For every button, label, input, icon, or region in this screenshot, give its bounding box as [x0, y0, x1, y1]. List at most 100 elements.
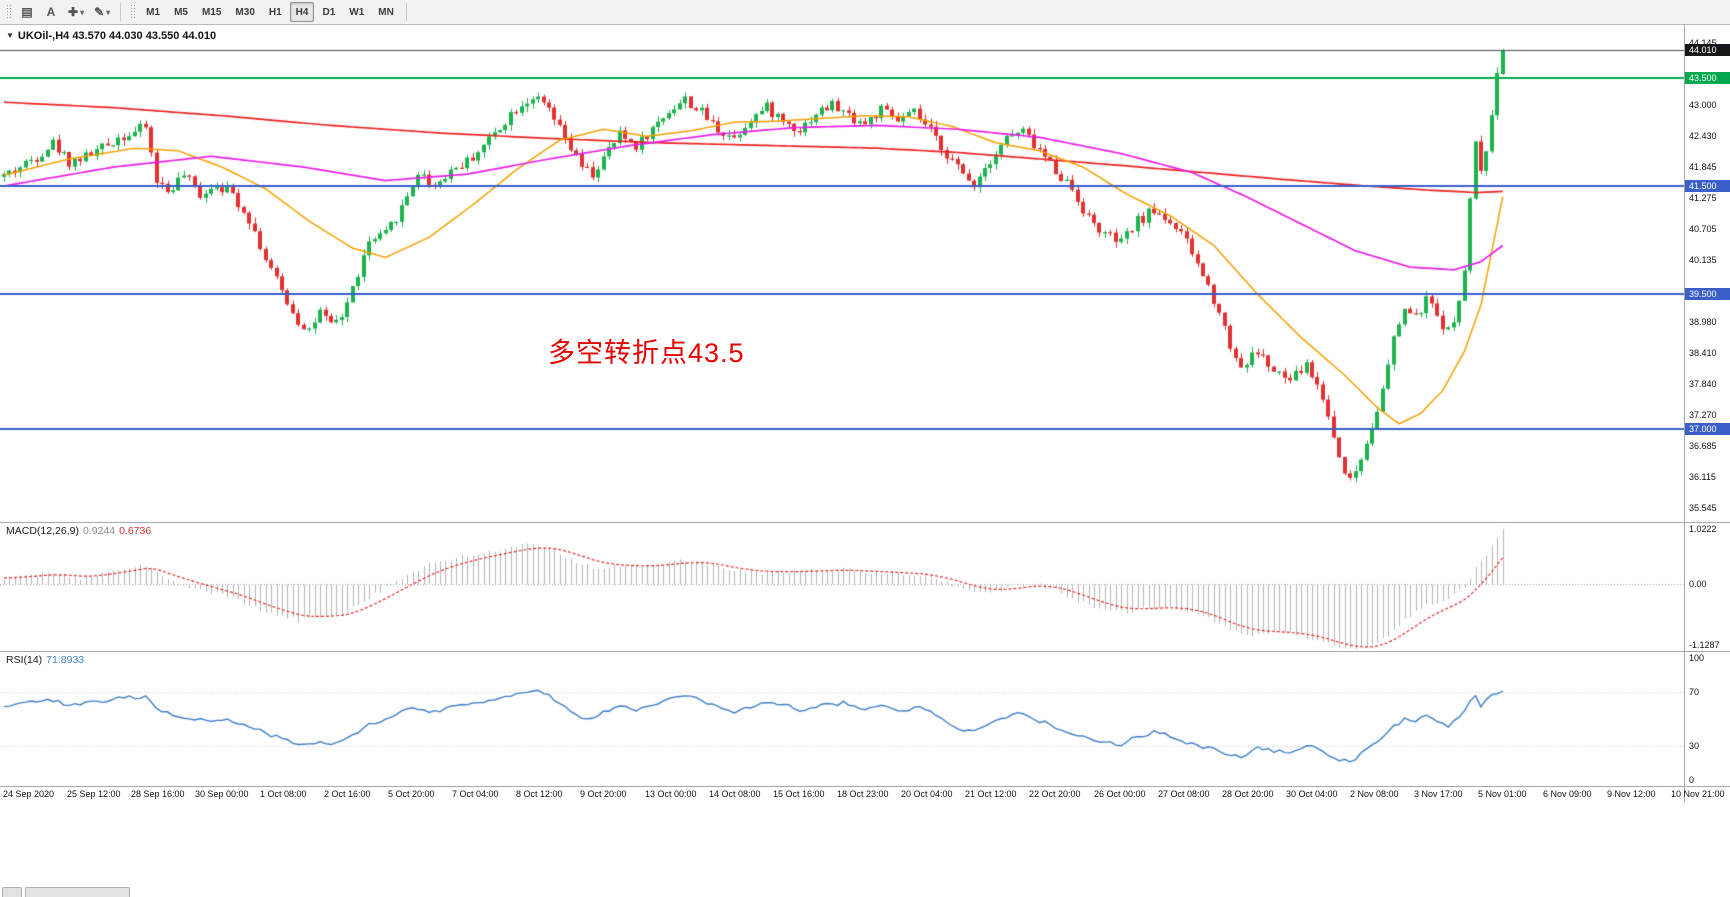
time-axis-label: 8 Oct 12:00 [516, 789, 563, 799]
price-axis-tick: 35.545 [1689, 503, 1717, 513]
toolbar-grip[interactable] [130, 4, 136, 20]
draw-tools-icon-button[interactable]: ✎ ▾ [90, 2, 114, 22]
time-axis-label: 13 Oct 00:00 [645, 789, 697, 799]
price-axis-tick: 40.705 [1689, 224, 1717, 234]
time-axis-label: 1 Oct 08:00 [260, 789, 307, 799]
rsi-name: RSI(14) [6, 654, 43, 666]
time-axis-label: 30 Oct 04:00 [1286, 789, 1338, 799]
time-axis-label: 20 Oct 04:00 [901, 789, 953, 799]
rsi-axis-tick: 30 [1689, 741, 1700, 751]
time-axis-label: 2 Nov 08:00 [1350, 789, 1399, 799]
symbol-ohlc-text: UKOil-,H4 43.570 44.030 43.550 44.010 [17, 30, 217, 42]
rsi-axis-tick: 70 [1689, 687, 1700, 697]
timeframe-button-m15[interactable]: M15 [201, 6, 222, 18]
time-axis-label: 5 Oct 20:00 [388, 789, 435, 799]
macd-indicator-label: MACD(12,26,9) 0.9244 0.6736 [6, 525, 155, 537]
time-axis-label: 21 Oct 12:00 [965, 789, 1017, 799]
panel-separator[interactable] [0, 522, 1730, 523]
price-axis-tick: 36.115 [1689, 472, 1716, 482]
time-axis-label: 28 Oct 20:00 [1222, 789, 1274, 799]
time-axis-label: 18 Oct 23:00 [837, 789, 889, 799]
status-fragment-box [2, 887, 22, 897]
time-axis-label: 2 Oct 16:00 [324, 789, 371, 799]
rsi-axis-tick: 0 [1689, 775, 1695, 785]
timeframe-button-h4[interactable]: H4 [289, 2, 315, 22]
time-axis-label: 10 Nov 21:00 [1671, 789, 1725, 799]
toolbar-separator [120, 3, 122, 21]
price-axis-tick: 37.270 [1689, 410, 1717, 420]
time-axis-label: 3 Nov 17:00 [1414, 789, 1463, 799]
timeframe-button-d1[interactable]: D1 [322, 6, 336, 18]
chart-window-icon-button[interactable]: ▤ [16, 2, 38, 22]
time-axis-label: 9 Oct 20:00 [580, 789, 627, 799]
macd-name: MACD(12,26,9) [6, 525, 79, 537]
macd-axis-tick: 0.00 [1689, 579, 1707, 589]
timeframe-button-h1[interactable]: H1 [268, 6, 282, 18]
crosshair-icon: ✚ [68, 5, 79, 19]
price-axis-tick: 43.000 [1689, 100, 1717, 110]
one-click-trading-icon[interactable]: ▼ [6, 31, 14, 40]
macd-axis-tick: -1.1287 [1689, 640, 1720, 650]
time-axis-label: 15 Oct 16:00 [773, 789, 825, 799]
price-axis-tick: 37.840 [1689, 379, 1717, 389]
price-axis-tick: 41.275 [1689, 193, 1717, 203]
price-tag-39.500: 39.500 [1685, 288, 1730, 300]
tools-button-group: ▤ A ✚ ▾ ✎ ▾ [15, 2, 115, 22]
timeframe-button-w1[interactable]: W1 [349, 6, 365, 18]
price-axis-tick: 41.845 [1689, 162, 1717, 172]
price-axis-border [1684, 25, 1685, 802]
time-axis-label: 9 Nov 12:00 [1607, 789, 1656, 799]
dropdown-arrow-icon: ▾ [80, 7, 85, 17]
price-axis-tick: 44.145 [1689, 38, 1717, 48]
timeframe-button-mn[interactable]: MN [378, 6, 394, 18]
price-axis-tick: 38.410 [1689, 348, 1717, 358]
price-axis-tick: 40.135 [1689, 255, 1717, 265]
macd-panel-canvas[interactable] [0, 523, 1684, 651]
time-axis-label: 7 Oct 04:00 [452, 789, 499, 799]
macd-axis-tick: 1.0222 [1689, 524, 1717, 534]
price-chart-canvas[interactable] [0, 25, 1684, 522]
rsi-axis-tick: 100 [1689, 653, 1705, 663]
timeframe-button-m5[interactable]: M5 [174, 6, 188, 18]
price-tag-44.010: 44.010 [1685, 44, 1730, 56]
text-label-icon: A [46, 5, 56, 19]
rsi-panel-canvas[interactable] [0, 652, 1684, 786]
dropdown-arrow-icon: ▾ [106, 7, 111, 17]
price-tag-41.500: 41.500 [1685, 180, 1730, 192]
price-axis-tick: 36.685 [1689, 441, 1717, 451]
time-axis-label: 28 Sep 16:00 [131, 789, 185, 799]
chart-ohlc-header: ▼ UKOil-,H4 43.570 44.030 43.550 44.010 [6, 30, 216, 42]
rsi-indicator-label: RSI(14) 71.8933 [6, 654, 88, 666]
time-axis-label: 27 Oct 08:00 [1158, 789, 1210, 799]
timeframe-button-m1[interactable]: M1 [146, 6, 161, 18]
time-axis-label: 6 Nov 09:00 [1543, 789, 1592, 799]
time-axis-label: 30 Sep 00:00 [195, 789, 249, 799]
top-toolbar: ▤ A ✚ ▾ ✎ ▾ M1 M5 M15 M30 H1 H4 D1 W1 MN [0, 0, 1730, 25]
time-axis-label: 25 Sep 12:00 [67, 789, 121, 799]
toolbar-grip[interactable] [6, 4, 11, 20]
price-axis-tick: 38.980 [1689, 317, 1717, 327]
rsi-value: 71.8933 [46, 654, 85, 666]
time-axis-label: 14 Oct 08:00 [709, 789, 761, 799]
chart-text-annotation[interactable]: 多空转折点43.5 [548, 338, 745, 368]
toolbar-separator [405, 3, 407, 21]
draw-tools-icon: ✎ [94, 5, 105, 19]
time-axis-label: 5 Nov 01:00 [1478, 789, 1527, 799]
timeframe-button-group: M1 M5 M15 M30 H1 H4 D1 W1 MN [139, 2, 401, 22]
price-tag-37.000: 37.000 [1685, 423, 1730, 435]
crosshair-icon-button[interactable]: ✚ ▾ [64, 2, 88, 22]
timeframe-button-m30[interactable]: M30 [235, 6, 255, 18]
panel-separator[interactable] [0, 786, 1730, 787]
chart-window-icon: ▤ [21, 5, 33, 19]
status-fragment-box [25, 887, 130, 897]
status-bar-fragment [2, 885, 130, 897]
time-axis-label: 26 Oct 00:00 [1094, 789, 1146, 799]
macd-value-signal: 0.6736 [119, 525, 152, 537]
price-axis-tick: 42.430 [1689, 131, 1717, 141]
text-label-icon-button[interactable]: A [40, 2, 62, 22]
price-tag-43.500: 43.500 [1685, 72, 1730, 84]
time-axis-label: 24 Sep 2020 [3, 789, 55, 799]
time-axis-label: 22 Oct 20:00 [1029, 789, 1081, 799]
panel-separator[interactable] [0, 651, 1730, 652]
